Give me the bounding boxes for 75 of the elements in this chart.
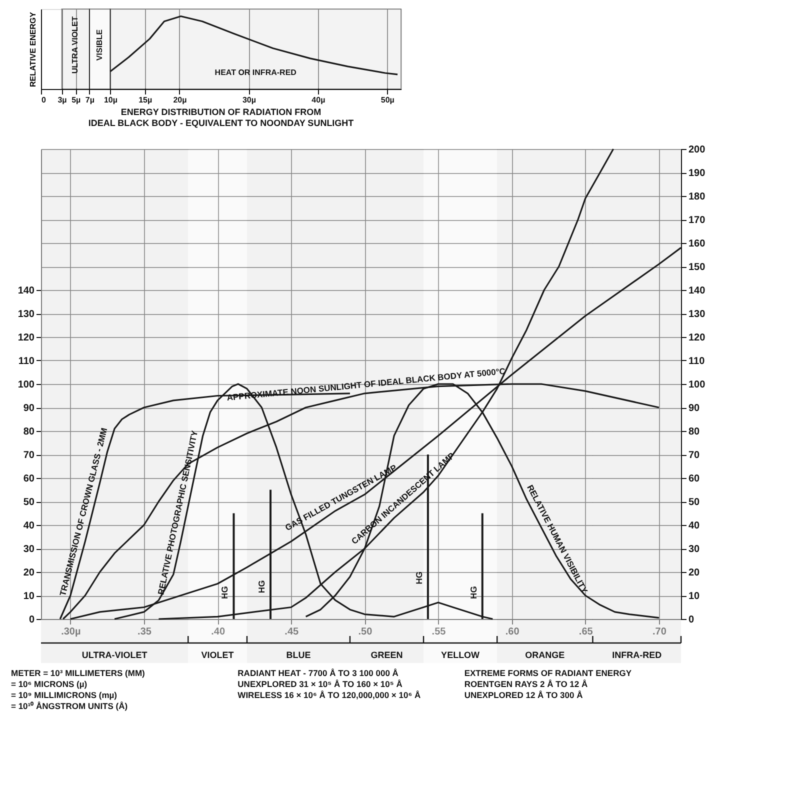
band-label: VISIBLE: [94, 28, 104, 61]
y2-tick-label: 120: [688, 332, 706, 344]
band-label: VIOLET: [201, 650, 234, 660]
y-tick-label: 0: [28, 614, 35, 626]
text: RADIANT HEAT - 7700 Å TO 3 100 000 Å UNEXPLORED 31 × 10⁵ Å TO 160 × 10⁵ Å WIRELESS 16 × 10⁶ Å TO 120,000,000 × 10⁶ Å: [238, 668, 421, 700]
y2-tick-label: 200: [688, 144, 706, 156]
x-tick-label: .50: [358, 626, 373, 638]
y2-tick-label: 30: [688, 544, 700, 555]
y2-tick-label: 180: [688, 192, 706, 202]
y2-tick-label: 60: [688, 474, 700, 484]
x-tick-label: .70: [652, 626, 667, 638]
y2-tick-label: 130: [688, 309, 706, 320]
y2-tick-label: 0: [688, 614, 694, 626]
y-tick-label: 50: [23, 497, 35, 508]
x-tick-label: 15µ: [138, 96, 152, 104]
text: HG: [220, 586, 230, 599]
y2-tick-label: 160: [688, 238, 706, 250]
band-label: INFRA-RED: [612, 650, 662, 660]
x-tick-label: .60: [505, 626, 520, 638]
text: HG: [256, 580, 267, 594]
x-tick-label: .45: [284, 626, 299, 638]
x-tick-label: 5µ: [72, 96, 82, 104]
x-tick-label: 7µ: [85, 96, 95, 104]
y-tick-label: 90: [23, 403, 35, 414]
y-axis-title: RELATIVE ENERGY: [28, 11, 38, 87]
y2-tick-label: 80: [688, 426, 700, 438]
y-tick-label: 80: [23, 426, 35, 438]
y2-tick-label: 90: [688, 403, 700, 414]
band-label: HEAT OR INFRA-RED: [214, 68, 297, 77]
y2-tick-label: 10: [688, 591, 700, 602]
y2-tick-label: 170: [688, 215, 706, 226]
y-tick-label: 30: [23, 544, 35, 555]
band-label: ULTRA-VIOLET: [82, 650, 148, 660]
x-tick-label: 30µ: [242, 96, 256, 104]
y2-tick-label: 40: [688, 520, 700, 532]
x-tick-label: .30µ: [61, 626, 81, 638]
x-tick-label: .40: [211, 626, 226, 638]
y2-tick-label: 70: [688, 450, 700, 461]
y-tick-label: 70: [23, 450, 35, 461]
x-tick-label: 40µ: [312, 96, 326, 104]
y2-tick-label: 150: [688, 262, 706, 273]
y-tick-label: 140: [18, 286, 35, 296]
x-tick-label: 10µ: [104, 96, 118, 104]
x-tick-label: 3µ: [58, 96, 68, 104]
text: ENERGY DISTRIBUTION OF RADIATION FROM IDEAL BLACK BODY - EQUIVALENT TO NOONDAY SUNLIGHT: [88, 107, 354, 128]
band-label: ORANGE: [525, 650, 565, 660]
text: METER = 10³ MILLIMETERS (MM) = 10⁶ MICRONS (µ) = 10⁹ MILLIMICRONS (mµ) = 10¹⁰ ÅNGSTROM UNITS (Å): [11, 668, 146, 711]
y2-tick-label: 50: [688, 497, 700, 508]
x-tick-label: 50µ: [380, 96, 395, 104]
y2-tick-label: 100: [688, 380, 706, 390]
y-tick-label: 100: [18, 380, 35, 390]
text: HG: [414, 572, 424, 584]
y-tick-label: 120: [18, 332, 35, 344]
y-tick-label: 40: [23, 520, 35, 532]
x-tick-label: .55: [432, 626, 446, 638]
y-tick-label: 60: [23, 474, 35, 484]
y-tick-label: 10: [23, 591, 35, 602]
band-label: ULTRA VIOLET: [70, 16, 80, 74]
y-tick-label: 20: [23, 568, 35, 578]
y2-tick-label: 190: [688, 168, 706, 179]
x-tick-label: 20µ: [173, 96, 188, 104]
x-tick-label: .65: [578, 626, 594, 638]
x-tick-label: .35: [138, 626, 152, 638]
x-tick-label: 0: [42, 96, 46, 104]
text: EXTREME FORMS OF RADIANT ENERGY ROENTGEN RAYS 2 Å TO 12 Å UNEXPLORED 12 Å TO 300 Å: [464, 668, 632, 700]
y2-tick-label: 110: [688, 356, 706, 367]
text: HG: [468, 586, 478, 599]
band-label: YELLOW: [441, 650, 480, 660]
band-label: BLUE: [286, 650, 311, 660]
band-label: GREEN: [370, 650, 403, 660]
text: APPROXIMATE NOON SUNLIGHT OF IDEAL BLACK BODY AT 5000°C: [226, 366, 506, 403]
y2-tick-label: 20: [688, 568, 700, 578]
y-tick-label: 110: [18, 356, 35, 367]
y2-tick-label: 140: [688, 286, 706, 296]
y-tick-label: 130: [18, 309, 35, 320]
